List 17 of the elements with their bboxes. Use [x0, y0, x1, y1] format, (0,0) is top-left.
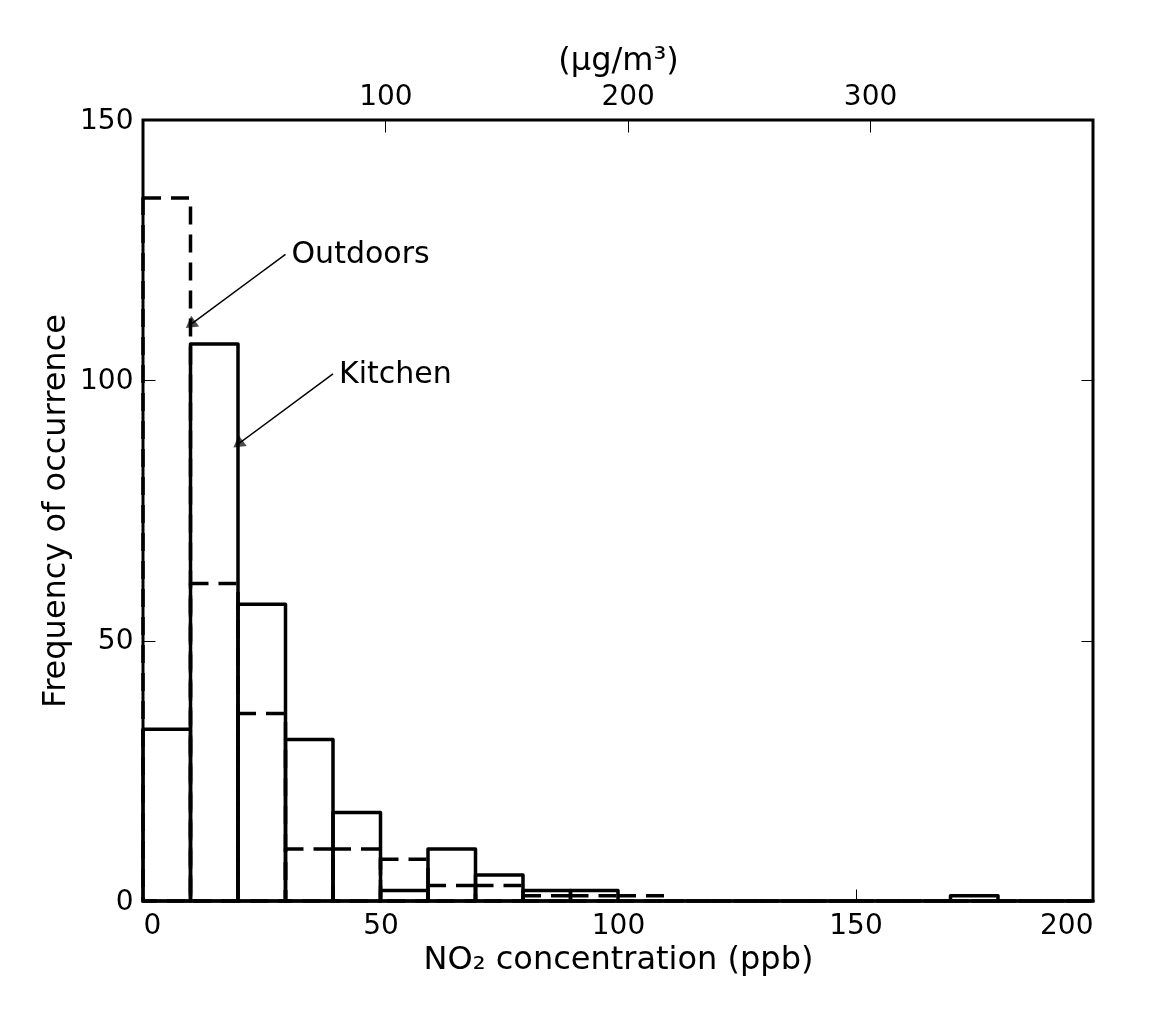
x2-tick-label: 200 — [601, 78, 655, 112]
x-tick-label: 50 — [363, 907, 399, 941]
y-tick-label: 150 — [80, 102, 134, 136]
y-axis-title: Frequency of occurrence — [35, 314, 74, 708]
x-tick-label: 150 — [829, 907, 883, 941]
x2-axis-title: (μg/m³) — [558, 39, 679, 78]
x2-tick-label: 100 — [359, 78, 413, 112]
x-axis-title: NO₂ concentration (ppb) — [423, 938, 814, 977]
y-tick-label: 50 — [97, 623, 134, 657]
y-tick-label: 100 — [80, 362, 134, 396]
text: Outdoors — [291, 235, 430, 271]
x2-tick-label: 300 — [843, 78, 898, 112]
x-tick-label: 0 — [143, 907, 162, 941]
x-tick-label: 200 — [1040, 907, 1094, 941]
text: Kitchen — [339, 354, 452, 390]
x-tick-label: 100 — [591, 907, 646, 941]
y-tick-label: 0 — [115, 883, 134, 917]
